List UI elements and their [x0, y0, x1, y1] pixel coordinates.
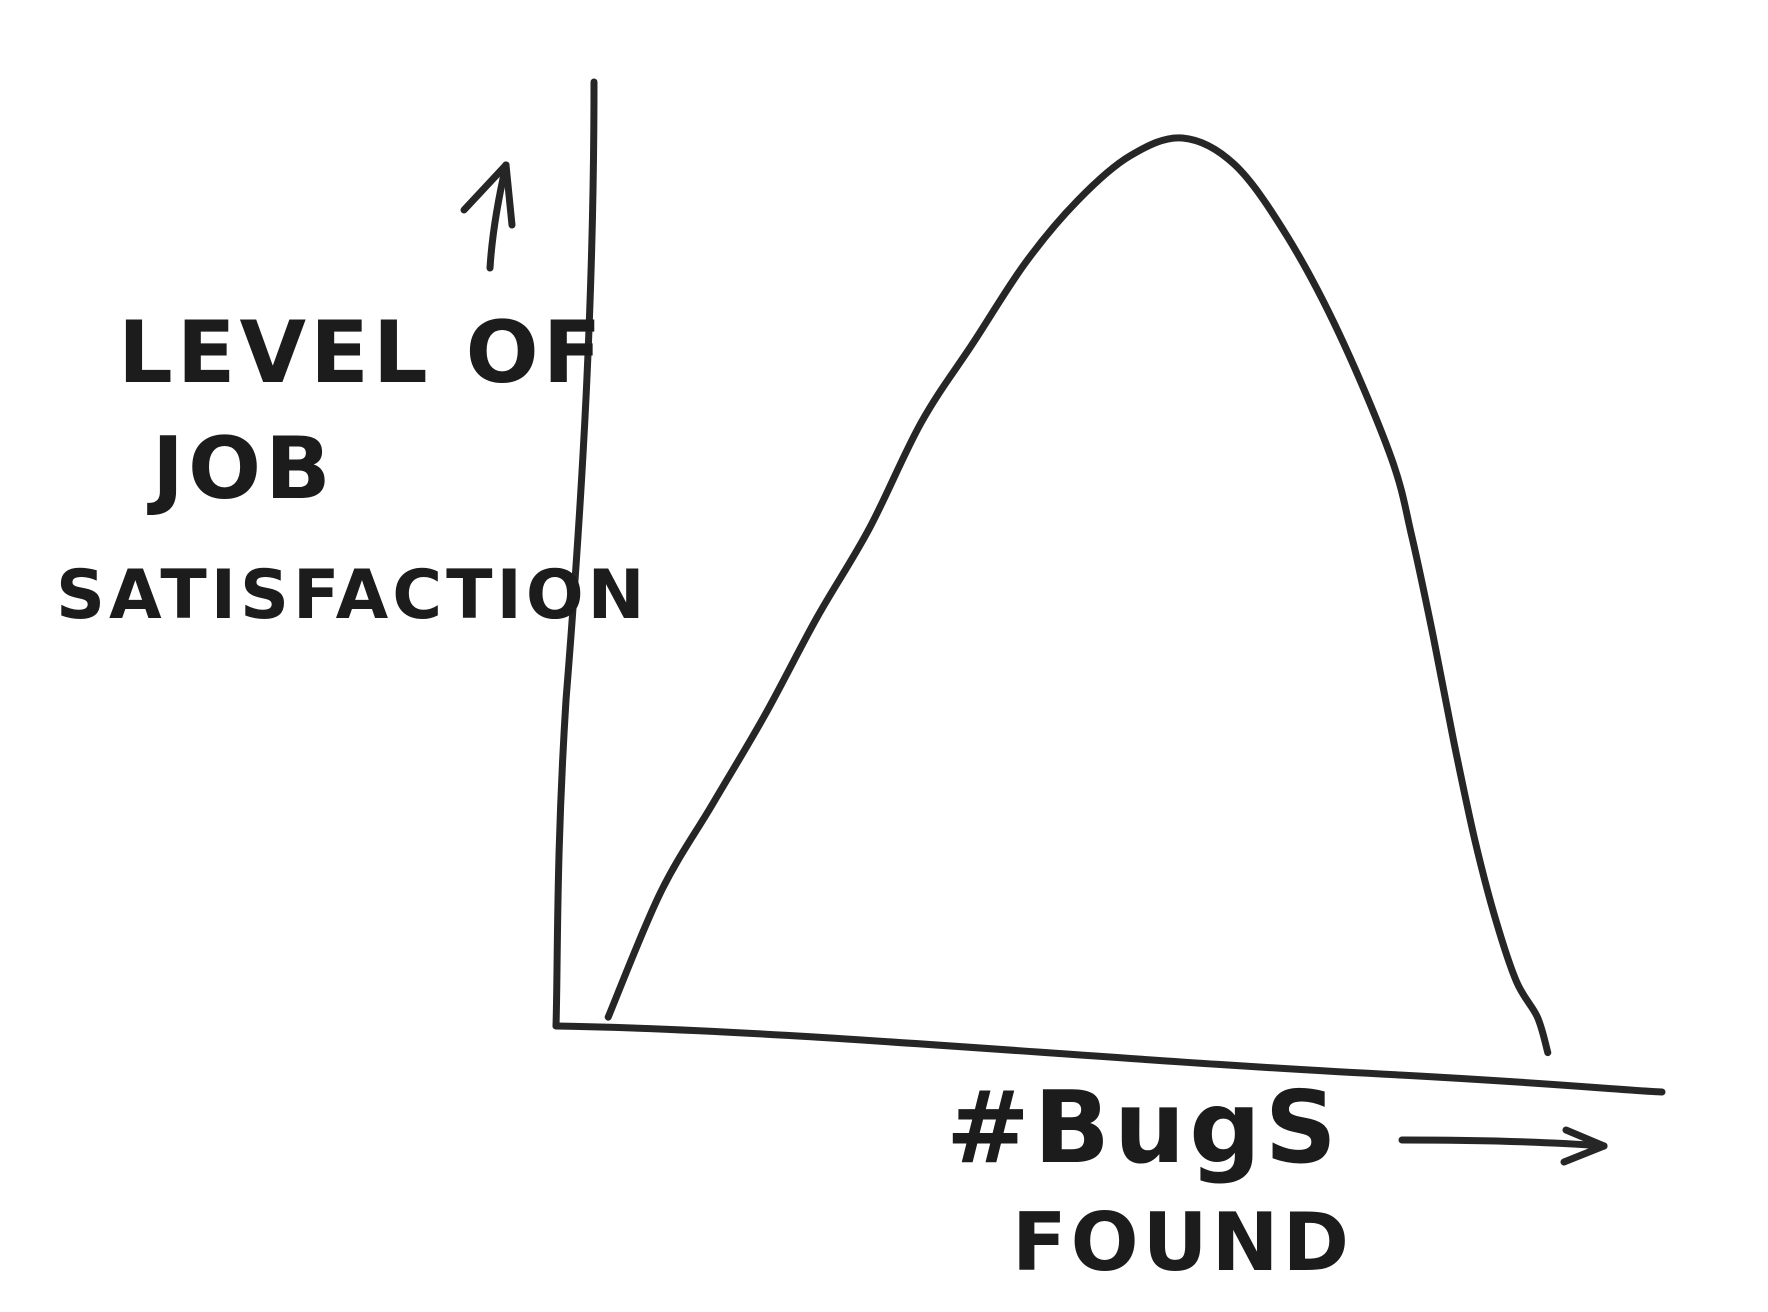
series-line [604, 134, 1552, 1057]
ylabel-line-1: LEVEL OF [118, 303, 605, 403]
xlabel-line-2: FOUND [1012, 1196, 1353, 1289]
y-axis [552, 78, 598, 1030]
y-arrow-icon [460, 161, 516, 272]
x-arrow-icon [1398, 1126, 1608, 1166]
ylabel-line-3: SATISFACTION [56, 556, 649, 635]
xlabel-line-1: #BugS [946, 1069, 1341, 1186]
x-axis [552, 1022, 1666, 1096]
ylabel-line-2: JOB [147, 419, 335, 519]
